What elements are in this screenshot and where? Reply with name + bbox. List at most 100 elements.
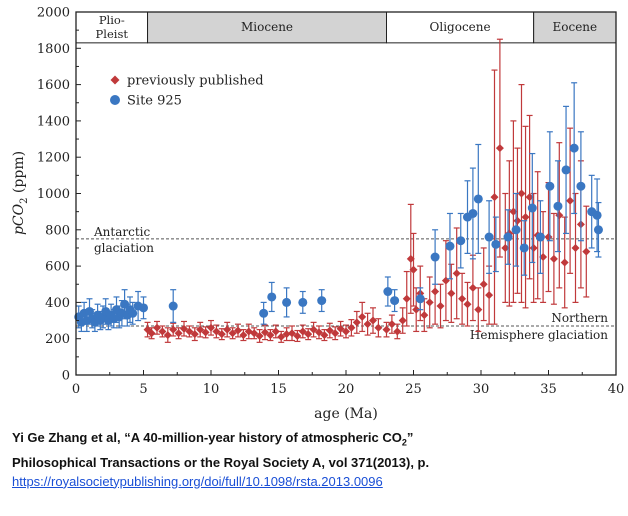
data-point — [519, 243, 529, 253]
data-point — [163, 331, 172, 340]
data-point — [485, 291, 494, 300]
data-point — [309, 325, 318, 334]
data-point — [369, 316, 377, 325]
data-point — [592, 210, 602, 220]
data-point — [393, 327, 402, 336]
data-point — [430, 252, 440, 262]
data-point — [282, 330, 291, 339]
data-point — [441, 276, 450, 285]
data-point — [390, 296, 400, 306]
data-point — [420, 311, 429, 320]
axes: 0 5 10 15 20 25 30 35 40020040060080010001200140… — [37, 6, 624, 398]
legend-marker — [110, 95, 120, 105]
data-point — [539, 253, 548, 262]
pco2-chart: Plio-Pleist Miocene Oligocene Eocene Antarc… — [11, 6, 624, 423]
x-tick-label: 5 — [139, 382, 147, 397]
y-tick-label: 400 — [45, 296, 70, 311]
data-point — [387, 320, 396, 329]
legend-label: Site 925 — [127, 94, 182, 109]
data-point — [445, 241, 455, 251]
data-point — [271, 327, 280, 336]
data-point — [282, 297, 292, 307]
x-tick-label: 35 — [540, 382, 557, 397]
epoch-label: Pleist — [96, 27, 129, 41]
data-point — [484, 232, 494, 242]
data-point — [525, 193, 534, 202]
data-point — [298, 297, 308, 307]
y-tick-label: 0 — [62, 369, 70, 384]
x-axis-label: age (Ma) — [314, 406, 378, 422]
data-point — [415, 294, 425, 304]
epoch-label: Eocene — [553, 20, 598, 34]
legend: previously published Site 925 — [110, 74, 264, 109]
epoch-label: Plio- — [99, 13, 125, 27]
legend-marker — [110, 75, 120, 85]
citation-link[interactable]: https://royalsocietypublishing.org/doi/f… — [12, 473, 383, 489]
y-tick-label: 800 — [45, 223, 70, 238]
data-point — [566, 196, 575, 205]
data-point — [593, 225, 603, 235]
data-point — [458, 294, 467, 303]
data-point — [223, 325, 232, 334]
data-point — [544, 233, 553, 242]
data-point — [549, 254, 558, 263]
reference-label: glaciation — [94, 241, 154, 255]
y-axis-label-sub: 2 — [19, 198, 30, 204]
epoch-box — [147, 11, 387, 44]
data-point — [398, 316, 407, 325]
data-point — [456, 236, 466, 246]
y-tick-label: 1400 — [37, 114, 70, 129]
data-point — [569, 143, 579, 153]
y-tick-label: 200 — [45, 332, 70, 347]
data-point — [342, 327, 350, 336]
data-point — [320, 331, 329, 340]
legend-label: previously published — [127, 74, 264, 89]
data-point — [336, 324, 345, 333]
data-point — [228, 329, 237, 338]
data-point — [513, 216, 522, 225]
data-point — [473, 194, 483, 204]
data-point — [293, 331, 302, 340]
data-point — [412, 305, 421, 314]
data-point — [217, 330, 226, 339]
data-point — [317, 296, 327, 306]
data-point — [153, 323, 161, 332]
x-tick-label: 30 — [473, 382, 490, 397]
data-point — [331, 329, 340, 338]
data-point — [406, 254, 415, 263]
epoch-band: Plio-Pleist Miocene Oligocene Eocene — [75, 11, 617, 44]
data-point — [517, 189, 526, 198]
y-tick-label: 1000 — [37, 187, 70, 202]
data-point — [582, 247, 591, 256]
series-site-925 — [74, 82, 603, 333]
data-point — [509, 207, 518, 216]
reference-label: Hemisphere glaciation — [470, 328, 608, 342]
y-axis-label-main: pCO — [11, 203, 27, 235]
data-point — [139, 303, 148, 313]
data-point — [447, 289, 456, 298]
data-point — [174, 329, 183, 338]
reference-label: Northern — [551, 311, 608, 325]
data-point — [511, 225, 521, 235]
data-point — [325, 326, 334, 335]
data-point — [239, 331, 248, 340]
data-point — [185, 327, 194, 336]
data-point — [474, 305, 483, 314]
data-point — [468, 208, 478, 218]
data-point — [383, 287, 393, 297]
data-point — [560, 258, 569, 267]
data-point — [363, 320, 372, 329]
data-point — [298, 327, 307, 336]
data-point — [304, 330, 313, 339]
caption-line-1-end: ” — [406, 430, 414, 445]
data-point — [521, 213, 530, 222]
data-point — [266, 331, 275, 340]
y-axis-label-tail: (ppm) — [11, 151, 27, 198]
data-point — [180, 324, 188, 333]
data-point — [352, 318, 361, 327]
data-point — [431, 287, 440, 296]
y-tick-label: 600 — [45, 260, 70, 275]
data-point — [495, 144, 504, 153]
data-point — [436, 302, 445, 311]
data-point — [255, 331, 264, 340]
